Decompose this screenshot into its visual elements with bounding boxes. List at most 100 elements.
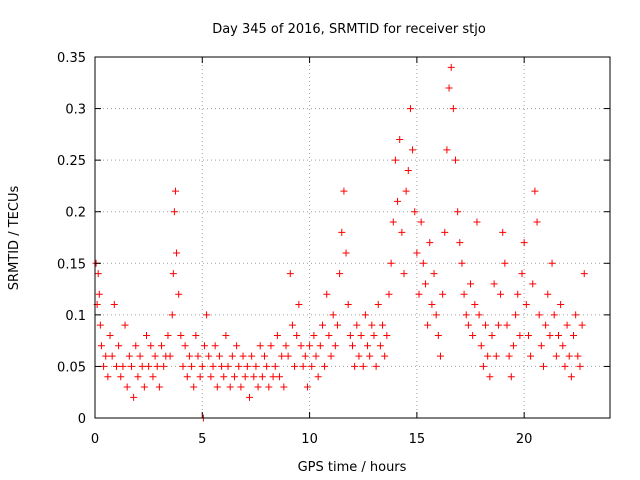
- data-point: [559, 342, 567, 350]
- data-point: [198, 362, 206, 370]
- data-point: [117, 373, 125, 381]
- data-point: [203, 311, 211, 319]
- data-point: [514, 290, 522, 298]
- data-point: [121, 321, 129, 329]
- data-point: [555, 331, 562, 339]
- data-point: [537, 342, 545, 350]
- data-point: [409, 146, 417, 154]
- plot-frame: [94, 56, 611, 419]
- data-point: [338, 228, 346, 236]
- data-point: [454, 208, 462, 216]
- data-point: [102, 352, 110, 360]
- data-point: [168, 311, 176, 319]
- data-point: [372, 362, 380, 370]
- data-point: [230, 373, 238, 381]
- data-point: [271, 362, 279, 370]
- data-point: [471, 301, 479, 309]
- x-tick-label: 15: [409, 432, 426, 447]
- data-point: [246, 393, 253, 401]
- data-point: [278, 352, 286, 360]
- data-point: [486, 373, 494, 381]
- data-point: [293, 331, 301, 339]
- data-point: [110, 301, 118, 309]
- data-point: [215, 352, 223, 360]
- data-point: [282, 342, 290, 350]
- data-point: [563, 321, 571, 329]
- data-point: [411, 208, 419, 216]
- data-point: [155, 383, 163, 391]
- data-point: [428, 301, 436, 309]
- data-point: [153, 362, 161, 370]
- data-point: [299, 362, 307, 370]
- data-point: [280, 383, 288, 391]
- data-point: [557, 301, 565, 309]
- chart-title: Day 345 of 2016, SRMTID for receiver stj…: [212, 22, 486, 37]
- data-point: [136, 352, 144, 360]
- data-point: [108, 352, 116, 360]
- data-point: [434, 331, 442, 339]
- data-point: [169, 270, 177, 278]
- data-point: [477, 342, 485, 350]
- data-point: [188, 362, 196, 370]
- y-tick-label: 0.3: [65, 103, 86, 118]
- data-point: [441, 228, 449, 236]
- data-point: [406, 105, 414, 113]
- data-point: [254, 383, 262, 391]
- data-point: [381, 352, 389, 360]
- data-point: [415, 290, 423, 298]
- data-point: [355, 352, 363, 360]
- data-point: [318, 321, 326, 329]
- data-point: [505, 352, 513, 360]
- y-tick-label: 0.05: [57, 360, 86, 375]
- data-point: [228, 352, 236, 360]
- data-point: [503, 321, 511, 329]
- data-point: [464, 321, 472, 329]
- data-point: [177, 331, 185, 339]
- data-point: [297, 342, 305, 350]
- data-point: [572, 311, 580, 319]
- data-point: [524, 331, 532, 339]
- data-point: [576, 362, 584, 370]
- data-point: [359, 362, 367, 370]
- data-point: [516, 331, 524, 339]
- data-point: [151, 352, 159, 360]
- data-point: [327, 352, 335, 360]
- data-point: [361, 311, 369, 319]
- data-point: [445, 84, 453, 92]
- data-point: [379, 321, 387, 329]
- data-point: [310, 331, 318, 339]
- data-point: [374, 301, 382, 309]
- data-point: [552, 352, 560, 360]
- data-point: [243, 362, 251, 370]
- data-point: [164, 331, 172, 339]
- data-point: [267, 342, 275, 350]
- data-point: [192, 331, 200, 339]
- data-point: [316, 342, 324, 350]
- data-point: [239, 352, 247, 360]
- x-tick-label: 0: [91, 432, 99, 447]
- x-tick-label: 10: [301, 432, 318, 447]
- data-point: [522, 301, 530, 309]
- data-point: [389, 218, 397, 226]
- data-point: [447, 63, 455, 71]
- data-point: [391, 156, 399, 164]
- data-point: [518, 270, 526, 278]
- data-point: [104, 373, 112, 381]
- data-point: [170, 208, 178, 216]
- data-point: [314, 373, 322, 381]
- data-point: [333, 321, 341, 329]
- data-point: [323, 290, 331, 298]
- data-point: [115, 342, 123, 350]
- data-point: [402, 187, 410, 195]
- data-point: [183, 373, 191, 381]
- axis-ticks: 0 0.05 0.1 0.15 0.2 0.25 0.3 0.35 0 5 10 15 20: [57, 51, 610, 447]
- x-tick-label: 5: [198, 432, 206, 447]
- data-point: [368, 321, 376, 329]
- data-point: [479, 362, 487, 370]
- data-point: [449, 105, 457, 113]
- data-point: [127, 362, 135, 370]
- data-point: [383, 331, 391, 339]
- data-point: [119, 362, 127, 370]
- data-point: [112, 362, 120, 370]
- data-point: [224, 362, 232, 370]
